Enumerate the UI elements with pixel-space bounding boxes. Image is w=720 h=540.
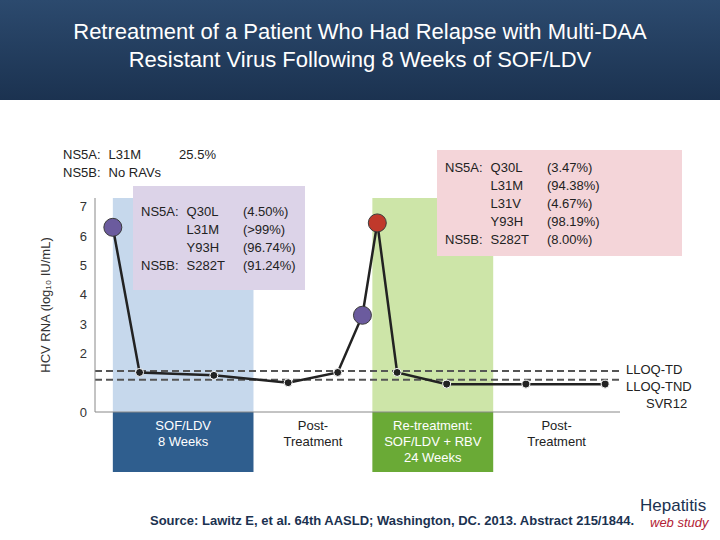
- html-text:(98.19%): (98.19%): [546, 213, 600, 229]
- html-text:S282T: S282T: [490, 231, 529, 247]
- html-text:Y93H: Y93H: [490, 213, 524, 229]
- svg-text:Treatment: Treatment: [284, 434, 343, 449]
- html-text:25.5%: 25.5%: [179, 147, 216, 162]
- svg-text:4: 4: [80, 287, 87, 302]
- svg-text:LLOQ-TND: LLOQ-TND: [626, 379, 692, 394]
- svg-text:5: 5: [80, 258, 87, 273]
- svg-text:6: 6: [80, 229, 87, 244]
- html-text:L31M: L31M: [108, 147, 142, 162]
- html-text:(4.67%): (4.67%): [546, 195, 593, 211]
- svg-text:24 Weeks: 24 Weeks: [404, 450, 462, 465]
- svg-text:7: 7: [80, 199, 87, 214]
- svg-text:8 Weeks: 8 Weeks: [158, 434, 209, 449]
- svg-text:Treatment: Treatment: [527, 434, 586, 449]
- html-text:(8.00%): (8.00%): [546, 231, 593, 247]
- svg-text:LLOQ-TD: LLOQ-TD: [626, 362, 682, 377]
- svg-text:3: 3: [80, 317, 87, 332]
- html-text:S282T: S282T: [186, 257, 225, 273]
- svg-text:SOF/LDV + RBV: SOF/LDV + RBV: [384, 434, 481, 449]
- svg-text:HCV RNA (log₁₀ IU/mL): HCV RNA (log₁₀ IU/mL): [38, 237, 53, 372]
- html-text:Hepatitis: Hepatitis: [640, 496, 707, 515]
- html-text:(4.50%): (4.50%): [242, 203, 289, 219]
- html-text:NS5A:: NS5A:: [141, 203, 179, 219]
- html-text:Q30L: Q30L: [490, 159, 523, 175]
- html-text:L31M: L31M: [186, 221, 220, 237]
- html-text:Y93H: Y93H: [186, 239, 220, 255]
- svg-text:Re-treatment:: Re-treatment:: [393, 418, 472, 433]
- html-text:NS5B:: NS5B:: [141, 257, 179, 273]
- html-text:(96.74%): (96.74%): [242, 239, 296, 255]
- html-text:SVR12: SVR12: [646, 396, 688, 411]
- svg-text:Post-: Post-: [298, 418, 328, 433]
- html-text:Q30L: Q30L: [186, 203, 219, 219]
- html-text:(>99%): (>99%): [242, 221, 286, 237]
- html-text:web study: web study: [650, 515, 709, 530]
- svg-text:SOF/LDV: SOF/LDV: [155, 418, 211, 433]
- html-text:NS5B:: NS5B:: [445, 231, 483, 247]
- html-text:Retreatment of a Patient Who H: Retreatment of a Patient Who Had Relapse…: [73, 19, 647, 72]
- html-text:(3.47%): (3.47%): [546, 159, 593, 175]
- html-text:L31M: L31M: [490, 177, 524, 193]
- html-text:No RAVs: No RAVs: [108, 165, 162, 180]
- svg-text:0: 0: [80, 405, 87, 420]
- html-text:(91.24%): (91.24%): [242, 257, 296, 273]
- html-text:(94.38%): (94.38%): [546, 177, 600, 193]
- html-text:NS5A:: NS5A:: [445, 159, 483, 175]
- svg-text:Post-: Post-: [541, 418, 571, 433]
- html-text:L31V: L31V: [490, 195, 521, 211]
- svg-text:2: 2: [80, 346, 87, 361]
- html-text:NS5B:: NS5B:: [63, 165, 101, 180]
- html-text:NS5A:: NS5A:: [63, 147, 101, 162]
- html-text:Source: Lawitz E, et al. 64th: Source: Lawitz E, et al. 64th AASLD; Was…: [150, 513, 634, 528]
